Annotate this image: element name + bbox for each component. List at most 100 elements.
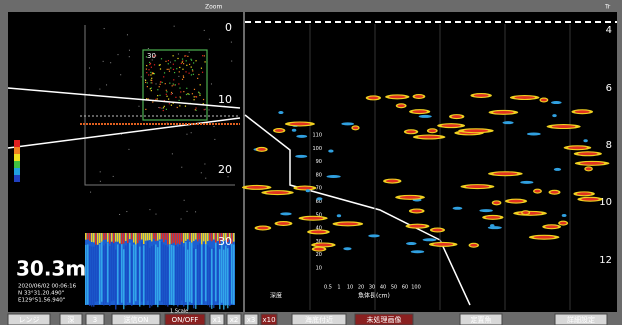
echo-dot bbox=[166, 91, 167, 92]
spectrum-top bbox=[205, 233, 207, 244]
echo-dot bbox=[179, 71, 180, 72]
echo-dot bbox=[202, 72, 203, 73]
toolbar-button-label: 3 bbox=[93, 316, 97, 324]
spectrum-line bbox=[183, 247, 185, 307]
fish-echo bbox=[278, 111, 283, 114]
spectrum-line bbox=[223, 250, 225, 310]
size-tick-label: 110 bbox=[312, 133, 322, 139]
spectrum-top bbox=[181, 233, 183, 242]
echo-dot bbox=[173, 84, 174, 85]
echo-dot bbox=[183, 63, 184, 64]
echo-dot bbox=[166, 94, 167, 95]
echo-dot bbox=[179, 105, 180, 106]
echo-dot bbox=[182, 79, 183, 80]
echo-dot bbox=[145, 79, 146, 80]
fish-echo bbox=[266, 191, 289, 194]
echo-dot bbox=[152, 101, 153, 102]
fish-echo bbox=[418, 136, 441, 139]
echo-dot bbox=[160, 64, 161, 65]
echo-dot bbox=[159, 107, 160, 108]
fish-echo bbox=[493, 172, 517, 175]
echo-dot bbox=[194, 89, 195, 90]
toolbar-button-label: x1 bbox=[213, 316, 222, 324]
echo-dot bbox=[231, 42, 232, 43]
spectrum-line bbox=[197, 245, 199, 305]
toolbar-button-label: 送信ON bbox=[124, 315, 149, 324]
fish-echo bbox=[493, 201, 500, 204]
echo-dot bbox=[185, 55, 186, 56]
spectrum-top bbox=[163, 233, 165, 242]
spectrum-top bbox=[153, 233, 155, 239]
echo-dot bbox=[174, 26, 175, 27]
echo-dot bbox=[200, 84, 201, 85]
spectrum-line bbox=[161, 242, 163, 302]
fish-echo bbox=[470, 244, 477, 247]
fish-echo bbox=[583, 139, 587, 142]
spectrum-line bbox=[165, 245, 167, 305]
spectrum-line bbox=[109, 246, 111, 306]
spectrum-top bbox=[127, 233, 129, 243]
fish-echo bbox=[316, 197, 322, 200]
spectrum-line bbox=[127, 242, 129, 302]
spectrum-line bbox=[211, 249, 213, 309]
depth-tick-label: 10 bbox=[218, 93, 232, 106]
echo-dot bbox=[179, 100, 180, 101]
spectrum-line bbox=[199, 243, 201, 303]
echo-dot bbox=[204, 109, 205, 110]
spectrum-top bbox=[133, 233, 135, 243]
fish-echo bbox=[246, 186, 267, 189]
fish-echo bbox=[257, 227, 269, 230]
echo-dot bbox=[187, 211, 188, 212]
echo-dot bbox=[191, 60, 192, 61]
echo-dot bbox=[127, 34, 128, 35]
spectrum-line bbox=[97, 241, 99, 301]
spectrum-top bbox=[99, 233, 101, 243]
spectrum-line bbox=[213, 248, 215, 308]
echo-dot bbox=[168, 98, 169, 99]
echo-dot bbox=[186, 88, 187, 89]
fish-echo bbox=[433, 243, 453, 246]
spectrum-top bbox=[107, 233, 109, 242]
spectrum-line bbox=[215, 241, 217, 301]
echo-dot bbox=[213, 126, 214, 127]
spectrum-line bbox=[155, 245, 157, 305]
fish-echo bbox=[586, 168, 592, 171]
spectrum-top bbox=[141, 233, 143, 239]
size-tick-label: 70 bbox=[316, 186, 322, 192]
echo-dot bbox=[198, 74, 199, 75]
size-tick-label: 80 bbox=[316, 172, 322, 178]
fish-echo bbox=[310, 231, 326, 234]
spectrum-top bbox=[207, 233, 209, 241]
spectrum-top bbox=[213, 233, 215, 240]
fish-echo bbox=[479, 209, 492, 212]
echo-dot bbox=[204, 163, 205, 164]
echo-dot bbox=[161, 58, 162, 59]
depth-tick-label: 6 bbox=[606, 83, 612, 94]
spectrum-top bbox=[145, 233, 147, 241]
echo-dot bbox=[203, 99, 204, 100]
fish-echo bbox=[581, 198, 599, 201]
fish-echo bbox=[533, 236, 554, 239]
spectrum-line bbox=[113, 240, 115, 300]
spectrum-top bbox=[151, 233, 153, 241]
spectrum-top bbox=[177, 233, 179, 244]
echo-dot bbox=[185, 71, 186, 72]
spectrum-top bbox=[89, 233, 91, 241]
spectrum-line bbox=[119, 243, 121, 303]
fish-echo bbox=[353, 126, 359, 129]
echo-dot bbox=[165, 61, 166, 62]
fish-echo bbox=[409, 225, 426, 228]
echo-dot bbox=[166, 96, 167, 97]
echo-dot bbox=[204, 30, 205, 31]
echo-dot bbox=[187, 56, 188, 57]
echo-dot bbox=[160, 68, 161, 69]
count-tick-label: 10 bbox=[347, 285, 353, 291]
echo-dot bbox=[174, 72, 175, 73]
echo-dot bbox=[120, 74, 121, 75]
echo-dot bbox=[199, 95, 200, 96]
spectrum-line bbox=[139, 247, 141, 307]
echo-dot bbox=[172, 93, 173, 94]
echo-dot bbox=[186, 134, 187, 135]
echo-dot bbox=[151, 82, 152, 83]
fish-echo bbox=[545, 225, 558, 228]
